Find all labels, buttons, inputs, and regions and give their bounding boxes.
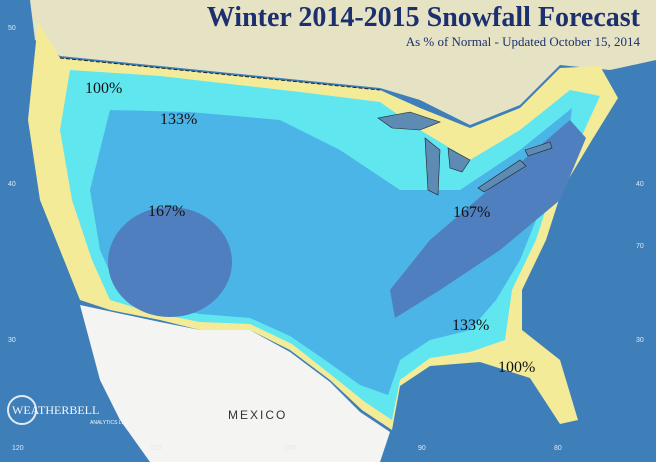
mexico-land bbox=[80, 305, 390, 462]
lat-label: 30 bbox=[8, 337, 16, 344]
zone-133 bbox=[90, 108, 572, 395]
lon-label: 70 bbox=[636, 243, 644, 250]
logo-mark bbox=[7, 395, 37, 425]
lon-label: 90 bbox=[418, 445, 426, 452]
lat-label: 40 bbox=[636, 181, 644, 188]
lon-label: 110 bbox=[150, 445, 161, 452]
lon-label: 100 bbox=[284, 445, 296, 452]
lat-label: 50 bbox=[8, 25, 16, 32]
border bbox=[59, 57, 381, 91]
zone-label: 100% bbox=[85, 80, 122, 97]
zone-label: 100% bbox=[498, 359, 535, 376]
logo-sub: ANALYTICS LLC bbox=[90, 420, 128, 426]
canada bbox=[30, 0, 656, 125]
lat-label: 40 bbox=[8, 181, 16, 188]
zone-label: 167% bbox=[148, 203, 185, 220]
lon-label: 120 bbox=[12, 445, 24, 452]
lat-label: 30 bbox=[636, 337, 644, 344]
zone-label: 167% bbox=[453, 204, 490, 221]
zone-label: 133% bbox=[160, 111, 197, 128]
lon-label: 80 bbox=[554, 445, 562, 452]
subtitle: As % of Normal - Updated October 15, 201… bbox=[406, 34, 641, 49]
zone-167-west bbox=[108, 207, 232, 317]
zone-label: 133% bbox=[452, 317, 489, 334]
great-lakes bbox=[377, 111, 553, 196]
title: Winter 2014-2015 Snowfall Forecast bbox=[207, 2, 641, 33]
place-label: MEXICO bbox=[228, 408, 287, 422]
logo-name: WEATHERBELL bbox=[12, 403, 99, 417]
zone-167-east bbox=[390, 120, 586, 318]
